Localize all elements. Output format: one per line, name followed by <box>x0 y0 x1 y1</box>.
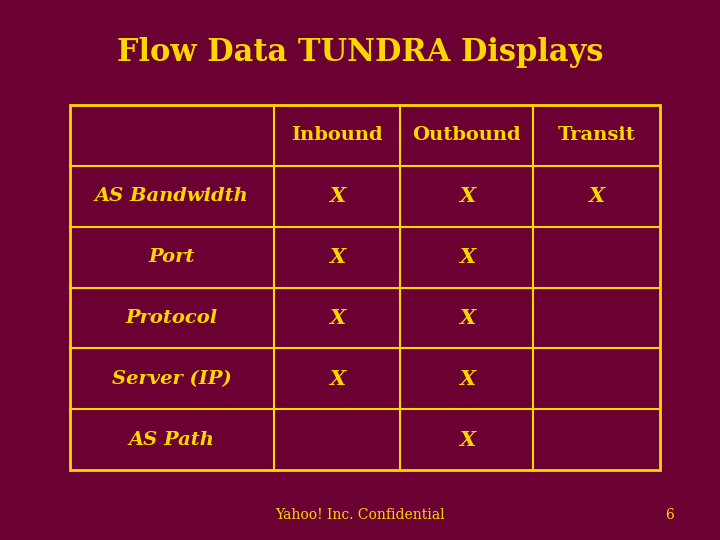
Text: Protocol: Protocol <box>126 309 218 327</box>
Text: X: X <box>459 430 475 450</box>
Text: X: X <box>459 369 475 389</box>
Text: AS Path: AS Path <box>129 430 215 449</box>
Text: Port: Port <box>148 248 195 266</box>
Text: Outbound: Outbound <box>413 126 521 144</box>
Text: AS Bandwidth: AS Bandwidth <box>95 187 248 205</box>
Text: X: X <box>329 186 345 206</box>
Text: X: X <box>329 369 345 389</box>
Text: X: X <box>459 308 475 328</box>
Text: X: X <box>588 186 605 206</box>
Text: X: X <box>329 308 345 328</box>
Text: X: X <box>329 247 345 267</box>
Text: X: X <box>459 186 475 206</box>
Text: Yahoo! Inc. Confidential: Yahoo! Inc. Confidential <box>275 508 445 522</box>
Text: Transit: Transit <box>558 126 636 144</box>
Text: X: X <box>459 247 475 267</box>
Text: 6: 6 <box>665 508 675 522</box>
Text: Server (IP): Server (IP) <box>112 370 232 388</box>
Text: Flow Data TUNDRA Displays: Flow Data TUNDRA Displays <box>117 37 603 68</box>
Text: Inbound: Inbound <box>291 126 383 144</box>
